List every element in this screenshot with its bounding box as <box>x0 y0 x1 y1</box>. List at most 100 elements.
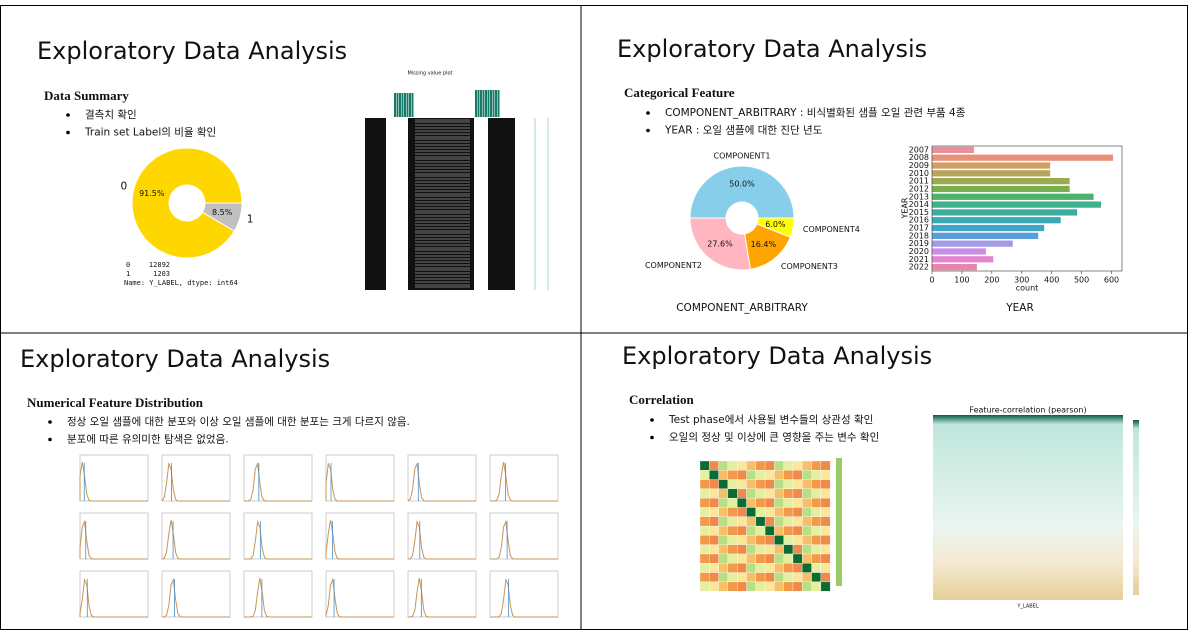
heat-cell <box>746 488 756 499</box>
heat-cell <box>774 516 784 527</box>
heat-cell <box>764 516 775 527</box>
slice-label: COMPONENT1 <box>714 152 771 161</box>
x-axis-label: count <box>1016 284 1039 293</box>
heat-cell <box>820 525 831 536</box>
heat-cell <box>820 563 831 573</box>
missing-bar <box>490 90 492 117</box>
x-tick-label: 600 <box>1104 276 1119 285</box>
bullet-dot <box>646 128 650 133</box>
heat-cell <box>709 553 719 564</box>
x-tick-label: 400 <box>1044 276 1059 285</box>
colorbar <box>1133 420 1139 595</box>
heat-cell <box>802 516 812 527</box>
x-tick-label: 300 <box>1014 276 1029 285</box>
y-tick-label: 2020 <box>909 247 929 256</box>
hist-frame <box>407 512 477 560</box>
heat-cell <box>792 581 803 592</box>
heat-cell <box>774 544 784 555</box>
plot-title: Feature-correlation (pearson) <box>969 406 1086 415</box>
heat-cell <box>811 460 822 471</box>
heat-cell <box>820 470 831 480</box>
heat-cell <box>755 572 766 583</box>
heat-cell <box>811 525 822 536</box>
hist-frame <box>489 454 559 502</box>
heat-cell <box>709 498 719 508</box>
slice-value-label: 16.4% <box>751 240 777 249</box>
heat-cell <box>802 581 812 592</box>
hist-curve <box>407 519 476 560</box>
y-tick-label: 2013 <box>909 192 929 201</box>
heat-cell <box>774 572 784 583</box>
heat-cell <box>802 460 812 471</box>
heat-cell <box>709 572 719 583</box>
hist-frame <box>407 570 477 618</box>
slice-value-label: 6.0% <box>765 220 786 229</box>
heat-cell <box>727 581 738 592</box>
bullet: 결측치 확인 <box>85 108 137 121</box>
x-axis-label: Y_LABEL <box>1016 604 1038 610</box>
heat-cell <box>699 544 710 555</box>
heat-cell <box>811 498 822 508</box>
hist-frame <box>161 512 231 560</box>
heat-cell <box>820 507 831 517</box>
hist-curve <box>244 577 312 618</box>
heat-cell <box>783 544 794 555</box>
hist-curve <box>489 461 558 502</box>
heat-cell <box>811 581 822 592</box>
y-tick-label: 2008 <box>909 153 929 162</box>
y-tick-label: 2021 <box>909 255 929 264</box>
heat-cell <box>718 507 729 517</box>
heat-cell <box>820 516 831 527</box>
heat-cell <box>783 581 794 592</box>
heat-cell <box>811 507 822 517</box>
heat-cell <box>727 488 738 499</box>
heat-cell <box>718 516 729 527</box>
slide-title: Exploratory Data Analysis <box>617 35 927 63</box>
heat-cell <box>755 535 766 545</box>
heat-cell <box>746 544 756 555</box>
plot-frame <box>931 145 1123 272</box>
heat-cell <box>774 563 784 573</box>
heat-cell <box>718 488 729 499</box>
heat-cell <box>727 460 738 471</box>
heat-cell <box>737 544 747 555</box>
heat-cell <box>802 553 812 564</box>
heat-cell <box>737 479 747 490</box>
slice-value-label: 8.5% <box>212 208 233 217</box>
slice-label: 1 <box>247 213 254 225</box>
heat-cell <box>727 479 738 490</box>
heat-cell <box>737 488 747 499</box>
heat-cell <box>811 516 822 527</box>
heat-cell <box>737 470 747 480</box>
missing-bar <box>409 93 411 117</box>
heat-cell <box>755 544 766 555</box>
heat-cell <box>811 535 822 545</box>
heat-cell <box>699 470 710 480</box>
heat-cell <box>737 572 747 583</box>
chart-caption: YEAR <box>1005 302 1034 314</box>
heat-cell <box>820 460 831 471</box>
bar <box>932 146 974 154</box>
count-footer: Name: Y_LABEL, dtype: int64 <box>124 279 238 287</box>
bar <box>932 256 994 263</box>
heat-cell <box>699 535 710 545</box>
hist-frame <box>79 454 149 502</box>
heat-cell <box>764 581 775 592</box>
slide-title: Exploratory Data Analysis <box>20 345 330 373</box>
heat-cell <box>764 470 775 480</box>
heat-cell <box>755 581 766 592</box>
hist-frame <box>407 454 477 502</box>
bullet-dot <box>646 111 650 115</box>
missing-bar <box>485 90 487 117</box>
heat-cell <box>755 563 766 573</box>
y-tick-label: 2014 <box>909 200 929 209</box>
heat-cell <box>699 553 710 564</box>
hist-curve <box>490 577 558 618</box>
heat-cell <box>699 498 710 508</box>
heat-cell <box>727 572 738 583</box>
heat-cell <box>820 488 831 499</box>
missing-bar <box>399 93 401 117</box>
missing-bar <box>487 90 490 117</box>
heat-cell <box>727 498 738 508</box>
